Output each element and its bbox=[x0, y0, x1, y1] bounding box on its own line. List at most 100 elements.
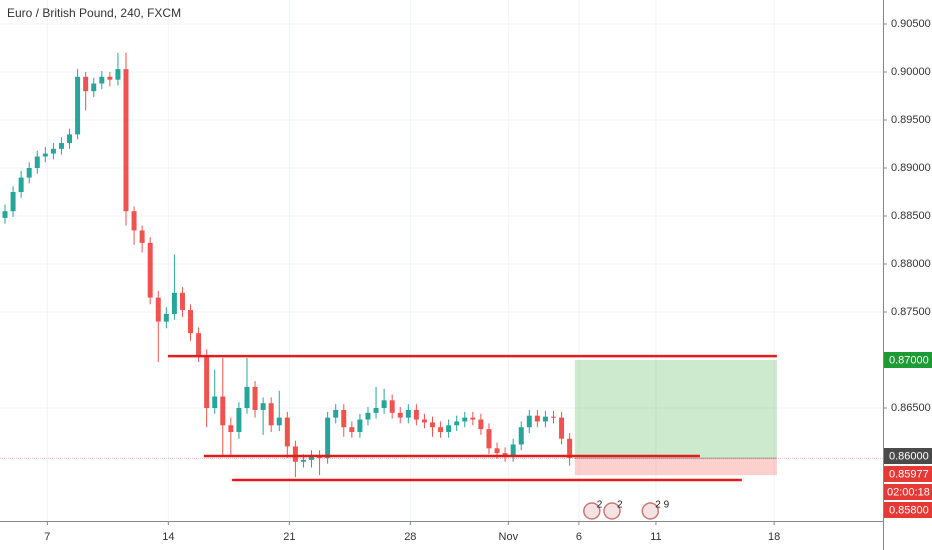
event-icon[interactable] bbox=[641, 502, 660, 520]
candle-body bbox=[67, 134, 73, 144]
event-count: 2 9 bbox=[655, 500, 669, 511]
candle-body bbox=[220, 396, 226, 426]
candle-body bbox=[373, 408, 379, 413]
candle-body bbox=[228, 425, 234, 433]
candle-body bbox=[381, 400, 387, 409]
candle-body bbox=[518, 427, 524, 445]
event-count: 2 bbox=[597, 500, 603, 511]
candle-body bbox=[284, 417, 290, 447]
candle-body bbox=[300, 459, 306, 462]
price-tag-label: 0.87000 bbox=[889, 354, 929, 366]
profit-zone bbox=[574, 360, 777, 459]
chart-title: Euro / British Pound, 240, FXCM bbox=[7, 6, 181, 20]
candle-body bbox=[365, 412, 371, 420]
candle-body bbox=[244, 386, 250, 409]
candle-body bbox=[212, 396, 218, 409]
candle-body bbox=[559, 417, 565, 439]
candle-body bbox=[268, 403, 274, 426]
y-tick-label: 0.89000 bbox=[891, 162, 931, 174]
candle-body bbox=[470, 417, 476, 420]
candle-body bbox=[333, 409, 339, 418]
event-icon[interactable] bbox=[583, 502, 601, 520]
candle-body bbox=[34, 156, 40, 169]
candle-body bbox=[357, 419, 363, 433]
candle-body bbox=[50, 148, 56, 154]
candle-body bbox=[446, 425, 452, 433]
candle-body bbox=[139, 230, 145, 243]
x-tick-label: 18 bbox=[768, 531, 780, 543]
candle-body bbox=[26, 168, 32, 178]
y-tick-label: 0.90000 bbox=[891, 66, 931, 78]
candle-body bbox=[405, 409, 411, 418]
candle-body bbox=[486, 429, 492, 449]
price-tag bbox=[884, 352, 932, 369]
candle-body bbox=[75, 76, 81, 135]
y-tick-label: 0.87500 bbox=[891, 306, 931, 318]
candle-body bbox=[115, 69, 121, 80]
candle-body bbox=[550, 416, 556, 418]
candle-body bbox=[42, 153, 48, 157]
candle-body bbox=[567, 438, 573, 458]
candle-body bbox=[494, 448, 500, 454]
candle-body bbox=[10, 192, 16, 212]
candle-body bbox=[91, 83, 97, 92]
candle-body bbox=[510, 444, 516, 457]
event-count: 2 bbox=[617, 500, 623, 511]
candle-body bbox=[341, 409, 347, 428]
candle-body bbox=[188, 310, 194, 334]
candle-body bbox=[397, 412, 403, 418]
countdown-label: 02:00:18 bbox=[887, 486, 930, 498]
candle-body bbox=[413, 409, 419, 420]
x-tick-label: 14 bbox=[162, 531, 174, 543]
candle-body bbox=[252, 386, 258, 410]
candle-body bbox=[163, 313, 169, 322]
candle-body bbox=[99, 76, 105, 84]
y-tick-label: 0.86500 bbox=[891, 402, 931, 414]
price-tag-label: 0.85977 bbox=[889, 468, 929, 480]
candle-body bbox=[389, 400, 395, 413]
price-tag bbox=[884, 466, 932, 483]
price-tag-label: 0.86000 bbox=[889, 450, 929, 462]
candle-body bbox=[542, 416, 548, 422]
x-tick-label: 21 bbox=[283, 531, 295, 543]
y-tick-label: 0.89500 bbox=[891, 114, 931, 126]
x-tick-label: 7 bbox=[44, 531, 50, 543]
loss-zone bbox=[574, 458, 777, 476]
candle-body bbox=[196, 333, 202, 356]
candle-body bbox=[123, 69, 129, 212]
event-icon[interactable] bbox=[603, 502, 621, 520]
candle-body bbox=[58, 143, 64, 149]
candle-body bbox=[502, 453, 508, 457]
y-tick-label: 0.88000 bbox=[891, 258, 931, 270]
candle-body bbox=[454, 421, 460, 426]
candle-body bbox=[325, 417, 331, 458]
x-tick-label: Nov bbox=[499, 531, 519, 543]
x-tick-label: 28 bbox=[404, 531, 416, 543]
candle-body bbox=[155, 297, 161, 322]
y-tick-label: 0.88500 bbox=[891, 210, 931, 222]
price-tag bbox=[884, 502, 932, 519]
candle-body bbox=[260, 403, 266, 410]
x-tick-label: 6 bbox=[576, 531, 582, 543]
candle-body bbox=[534, 415, 540, 422]
countdown-tag bbox=[884, 484, 932, 501]
price-tag-label: 0.85800 bbox=[889, 504, 929, 516]
candle-body bbox=[276, 417, 282, 426]
candle-body bbox=[179, 292, 185, 311]
candle-body bbox=[462, 417, 468, 422]
candle-body bbox=[309, 456, 315, 460]
candle-body bbox=[526, 415, 532, 428]
candle-body bbox=[18, 177, 24, 193]
candle-body bbox=[438, 427, 444, 433]
y-tick-label: 0.90500 bbox=[891, 18, 931, 30]
candle-body bbox=[107, 76, 113, 80]
candle-body bbox=[2, 211, 8, 218]
candle-body bbox=[147, 242, 153, 298]
price-tag bbox=[884, 448, 932, 465]
candle-body bbox=[478, 419, 484, 430]
candle-body bbox=[236, 408, 242, 433]
candle-body bbox=[131, 211, 137, 231]
x-tick-label: 11 bbox=[650, 531, 661, 543]
candle-body bbox=[421, 419, 427, 423]
